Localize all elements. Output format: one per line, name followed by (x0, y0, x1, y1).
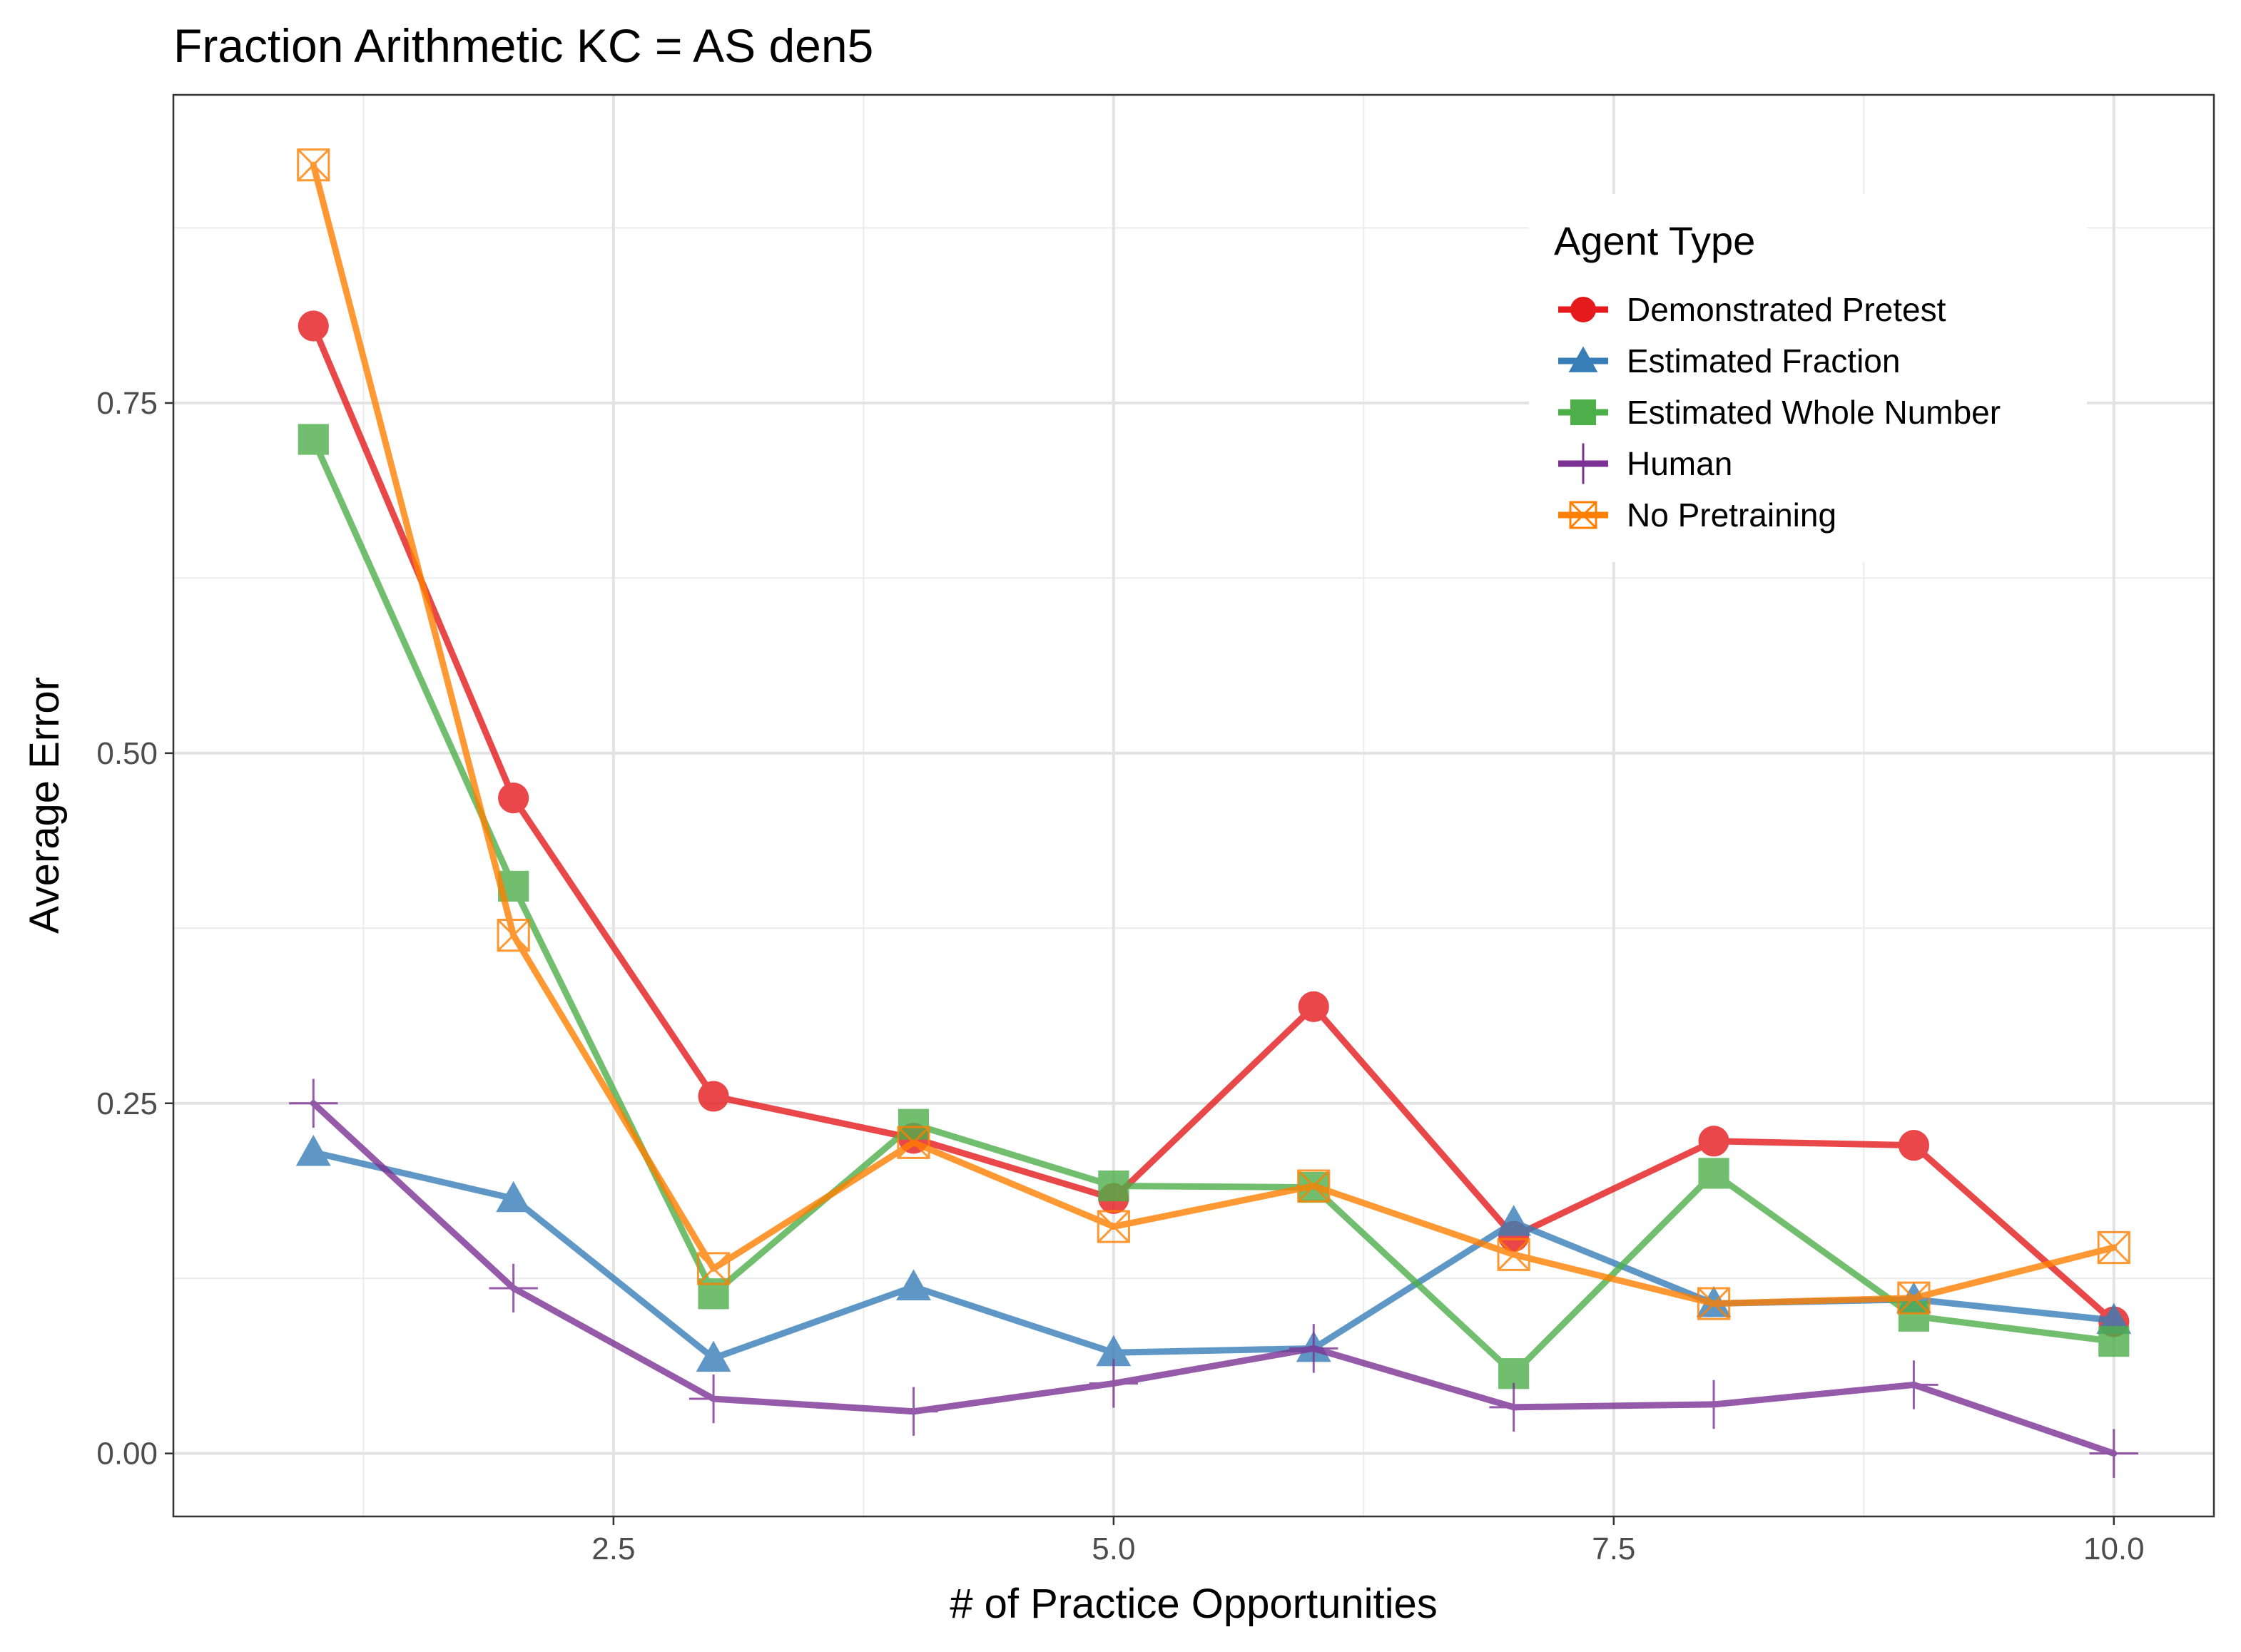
data-point-no-pretraining (1697, 1287, 1731, 1320)
x-tick-label: 10.0 (2083, 1531, 2145, 1566)
data-point-no-pretraining (897, 1126, 930, 1159)
data-point-estimated-whole-number (898, 1108, 930, 1140)
data-point-estimated-whole-number (1898, 1300, 1930, 1332)
data-point-no-pretraining (2097, 1230, 2130, 1265)
legend-item-human: Human (1558, 443, 1732, 484)
data-point-no-pretraining (1497, 1238, 1530, 1271)
legend-label: Demonstrated Pretest (1627, 291, 1946, 328)
legend-title: Agent Type (1554, 218, 1755, 263)
legend-key-marker (1569, 501, 1597, 529)
series-line-human (310, 1100, 2118, 1457)
legend-item-estimated-fraction: Estimated Fraction (1558, 342, 1900, 379)
legend-label: No Pretraining (1627, 496, 1836, 534)
x-axis: 2.5 5.0 7.5 10.0 (591, 1516, 2145, 1566)
legend-key-marker (1568, 346, 1598, 372)
legend-items: Demonstrated Pretest Estimated Fraction Es… (1558, 291, 2001, 534)
x-axis-label: # of Practice Opportunities (950, 1581, 1437, 1627)
data-point-human (489, 1263, 538, 1313)
series-line-demonstrated-pretest (310, 322, 2118, 1325)
series-no-pretraining (297, 148, 2130, 1320)
x-tick-label: 5.0 (1092, 1531, 1135, 1566)
data-point-human (889, 1387, 938, 1436)
x-tick-label: 2.5 (591, 1531, 635, 1566)
legend-item-estimated-whole-number: Estimated Whole Number (1558, 394, 2001, 431)
legend-label: Human (1627, 445, 1732, 482)
series-layer (289, 148, 2138, 1478)
data-point-human (1689, 1380, 1739, 1429)
data-point-estimated-fraction (696, 1340, 731, 1372)
plot-panel-border (172, 93, 2215, 1518)
data-point-demonstrated-pretest (1298, 991, 1329, 1022)
data-point-estimated-fraction (895, 1269, 931, 1300)
data-point-estimated-fraction (1096, 1335, 1132, 1367)
data-point-estimated-whole-number (298, 424, 329, 455)
data-point-no-pretraining (1097, 1210, 1130, 1243)
data-point-human (289, 1079, 338, 1128)
legend: Agent Type Demonstrated Pretest Estimated… (1529, 194, 2087, 562)
y-tick-label: 0.25 (96, 1086, 158, 1121)
data-point-no-pretraining (1297, 1169, 1331, 1203)
data-point-human (1889, 1360, 1938, 1409)
data-point-human (688, 1374, 738, 1424)
y-tick-label: 0.75 (96, 386, 158, 421)
data-point-human (2089, 1429, 2138, 1478)
data-point-human (1489, 1382, 1538, 1432)
chart-title: Fraction Arithmetic KC = AS den5 (173, 19, 873, 72)
legend-label: Estimated Fraction (1627, 342, 1900, 379)
series-line-no-pretraining (310, 161, 2118, 1307)
y-tick-label: 0.50 (96, 736, 158, 771)
y-axis-label: Average Error (21, 677, 68, 934)
data-point-no-pretraining (497, 919, 530, 952)
data-point-demonstrated-pretest (298, 310, 329, 342)
data-point-estimated-whole-number (1698, 1158, 1729, 1189)
data-point-no-pretraining (1897, 1281, 1931, 1315)
series-line-estimated-whole-number (310, 436, 2118, 1377)
legend-key-marker (1562, 443, 1604, 484)
data-point-estimated-whole-number (2098, 1325, 2130, 1357)
data-point-estimated-fraction (496, 1181, 532, 1213)
legend-item-demonstrated-pretest: Demonstrated Pretest (1558, 291, 1946, 328)
series-estimated-whole-number (298, 424, 2130, 1390)
y-tick-label: 0.00 (96, 1437, 158, 1472)
data-point-estimated-fraction (1496, 1205, 1532, 1236)
legend-background (1529, 194, 2087, 562)
y-axis: 0.00 0.25 0.50 0.75 (96, 386, 173, 1472)
data-point-estimated-whole-number (1098, 1171, 1129, 1202)
data-point-estimated-fraction (295, 1134, 331, 1166)
data-point-human (1089, 1359, 1139, 1408)
legend-item-no-pretraining: No Pretraining (1558, 496, 1836, 534)
legend-key-marker (1570, 399, 1596, 425)
x-tick-label: 7.5 (1592, 1531, 1635, 1566)
data-point-demonstrated-pretest (1698, 1126, 1729, 1157)
legend-key-marker (1570, 297, 1596, 322)
data-point-human (1289, 1324, 1338, 1373)
data-point-demonstrated-pretest (698, 1081, 729, 1112)
data-point-no-pretraining (696, 1252, 731, 1285)
series-human (289, 1079, 2138, 1478)
data-point-no-pretraining (297, 148, 330, 182)
data-point-demonstrated-pretest (498, 782, 529, 814)
data-point-demonstrated-pretest (1898, 1130, 1930, 1161)
legend-label: Estimated Whole Number (1627, 394, 2001, 431)
